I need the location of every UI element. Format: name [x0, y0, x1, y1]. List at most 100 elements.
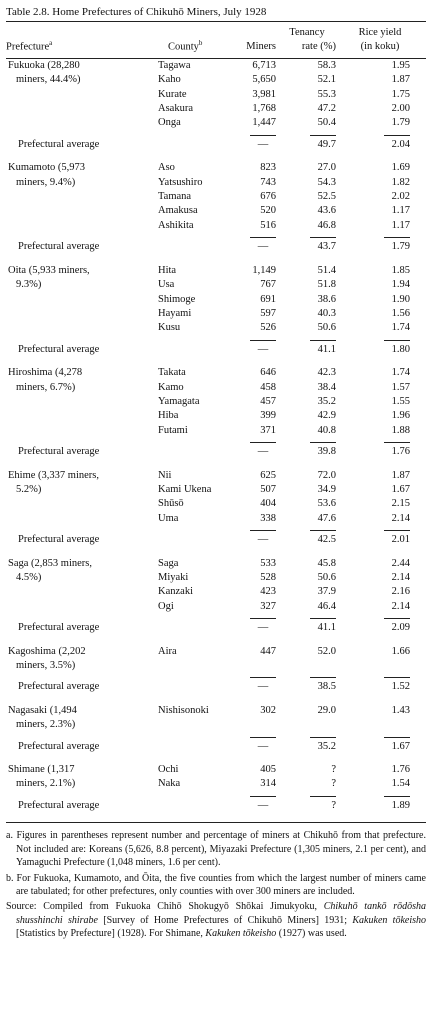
number-cell: 516 [260, 219, 276, 231]
number-cell: 1.74 [391, 367, 410, 379]
header-cell: Rice yield (in koku) [340, 21, 426, 59]
table-title: Table 2.8. Home Prefectures of Chikuhō M… [6, 6, 267, 18]
prefecture-cell: Hiroshima (4,278 [8, 367, 83, 379]
number-cell: 1.82 [391, 176, 410, 188]
number-cell: 597 [260, 307, 276, 319]
average-value: 41.1 [310, 339, 336, 357]
prefecture-cell: Shimane (1,317 [8, 764, 75, 776]
number-cell: 47.2 [317, 103, 336, 115]
average-value: — [250, 134, 276, 152]
average-cell: — [236, 438, 278, 459]
number-cell: 52.0 [317, 645, 336, 657]
header-cell: Prefecturea [6, 21, 156, 59]
average-value: 49.7 [310, 134, 336, 152]
spacer-row [6, 357, 426, 366]
county-cell: Miyaki [158, 572, 189, 583]
county-cell: Asakura [158, 103, 193, 115]
spacer-row [6, 255, 426, 264]
spacer [6, 152, 426, 161]
county-cell: Hita [158, 264, 177, 276]
average-cell: — [236, 614, 278, 635]
number-cell: 1.57 [391, 381, 410, 393]
average-row: Prefectural average — 35.2 1.67 [6, 733, 426, 754]
spacer-row [6, 754, 426, 763]
average-row: Prefectural average — 42.5 2.01 [6, 526, 426, 547]
table-row: miners, 2.1%) Naka 314? 1.54 [6, 777, 426, 791]
number-cell: 767 [260, 279, 276, 291]
average-cell: 1.79 [340, 233, 426, 254]
number-cell: 35.2 [317, 395, 336, 407]
number-cell: 1.79 [391, 117, 410, 129]
table-row: 9.3%) Usa 767 51.8 1.94 [6, 278, 426, 292]
number-cell: 1.90 [391, 293, 410, 305]
spacer [6, 548, 426, 557]
average-value: — [250, 795, 276, 813]
average-value: 2.09 [384, 618, 410, 635]
average-value: 41.1 [310, 618, 336, 635]
county-cell: Kaho [158, 74, 181, 86]
number-cell: 38.4 [317, 381, 336, 393]
average-row: Prefectural average — 41.1 2.09 [6, 614, 426, 635]
empty-cell [6, 585, 156, 599]
number-cell: 3,981 [252, 88, 276, 100]
county-cell: Kusu [158, 322, 181, 334]
county-cell: Takata [158, 367, 186, 379]
source-title: Kakuken tōkeisho [352, 914, 427, 926]
empty-cell [6, 219, 156, 233]
number-cell: 50.4 [317, 117, 336, 129]
average-label: Prefectural average [18, 446, 100, 458]
table-row: miners, 9.4%) Yatsushiro 743 54.3 1.82 [6, 176, 426, 190]
county-cell: Nii [158, 469, 172, 481]
prefecture-cell: Nagasaki (1,494 [8, 704, 77, 716]
average-cell: — [236, 526, 278, 547]
prefecture-cell: 4.5%) [16, 572, 42, 583]
table-row: Amakusa 520 43.6 1.17 [6, 204, 426, 218]
number-cell: 53.6 [317, 498, 336, 510]
empty-cell [6, 204, 156, 218]
county-cell: Yamagata [158, 395, 200, 407]
number-cell: 42.9 [317, 410, 336, 422]
number-cell: 2.14 [391, 572, 410, 583]
average-row: Prefectural average — 38.5 1.52 [6, 673, 426, 694]
table-row: 4.5%) Miyaki 528 50.6 2.14 [6, 571, 426, 585]
empty-cell [6, 395, 156, 409]
table: Prefecturea Countyb Miners Tenancy rate (… [6, 21, 426, 824]
spacer [6, 813, 426, 823]
number-cell: 1,447 [252, 117, 276, 129]
county-cell: Kami Ukena [158, 483, 212, 495]
number-cell: 691 [260, 293, 276, 305]
header-row: Prefecturea Countyb Miners Tenancy rate (… [6, 21, 426, 59]
county-cell: Onga [158, 117, 181, 129]
number-cell: 51.4 [317, 264, 336, 276]
average-cell: 1.52 [340, 673, 426, 694]
average-cell: 41.1 [278, 614, 340, 635]
number-cell: 457 [260, 395, 276, 407]
average-value: 35.2 [310, 736, 336, 754]
number-cell: 458 [260, 381, 276, 393]
county-cell: Naka [158, 778, 181, 790]
average-label: Prefectural average [18, 241, 100, 253]
number-cell: 528 [260, 572, 276, 583]
number-cell: 625 [260, 469, 276, 481]
prefecture-cell: miners, 44.4%) [16, 74, 81, 86]
table-row: Tamana 676 52.5 2.02 [6, 190, 426, 204]
empty-cell [6, 512, 156, 526]
empty-cell [6, 321, 156, 335]
empty-cell [340, 718, 426, 732]
average-cell: ? [278, 792, 340, 813]
spacer [6, 255, 426, 264]
number-cell: 37.9 [317, 586, 336, 598]
table-row: Hiba 399 42.9 1.96 [6, 409, 426, 423]
number-cell: 520 [260, 205, 276, 217]
average-value: ? [310, 795, 336, 813]
number-cell: 314 [260, 778, 276, 790]
average-value: 1.76 [384, 442, 410, 459]
county-cell: Kurate [158, 88, 187, 100]
number-cell: 1.17 [391, 219, 410, 231]
average-row: Prefectural average —? 1.89 [6, 792, 426, 813]
county-cell: Hiba [158, 410, 179, 422]
prefecture-cell: miners, 2.3%) [16, 719, 76, 731]
number-cell: 52.1 [317, 74, 336, 86]
county-cell: Hayami [158, 307, 192, 319]
number-cell: 676 [260, 191, 276, 203]
